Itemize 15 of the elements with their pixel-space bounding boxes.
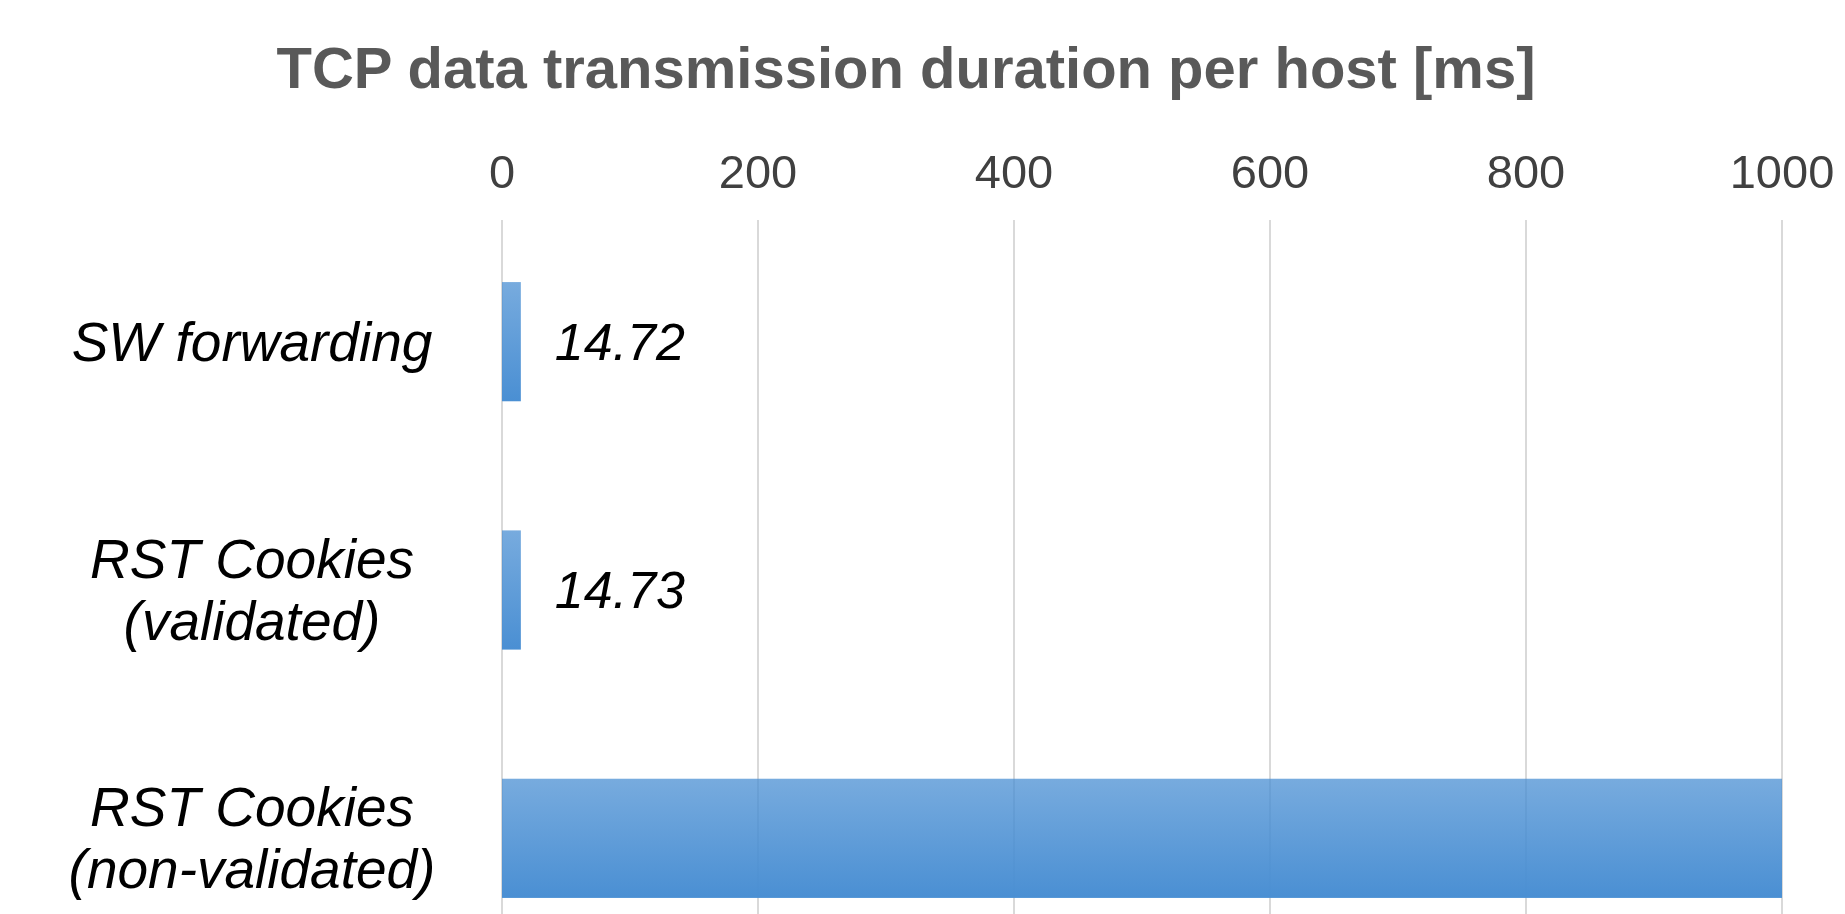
x-tick-label: 600 xyxy=(1230,145,1310,198)
bar xyxy=(502,530,521,650)
data-label: 14.73 xyxy=(554,561,686,619)
x-tick-label: 1000 xyxy=(1729,145,1835,198)
y-tick-label: RST Cookies (validated) xyxy=(90,528,414,652)
bar xyxy=(502,282,521,402)
chart-title: TCP data transmission duration per host [ms] xyxy=(276,35,1536,100)
x-tick-label: 0 xyxy=(488,145,516,198)
data-label: 14.72 xyxy=(554,312,686,371)
x-tick-label: 200 xyxy=(718,145,798,198)
y-tick-label: SW forwarding xyxy=(71,310,433,373)
y-tick-label: RST Cookies (non-validated) xyxy=(68,776,436,901)
bar xyxy=(502,778,1782,898)
x-tick-label: 400 xyxy=(974,145,1054,198)
x-tick-label: 800 xyxy=(1486,145,1566,198)
